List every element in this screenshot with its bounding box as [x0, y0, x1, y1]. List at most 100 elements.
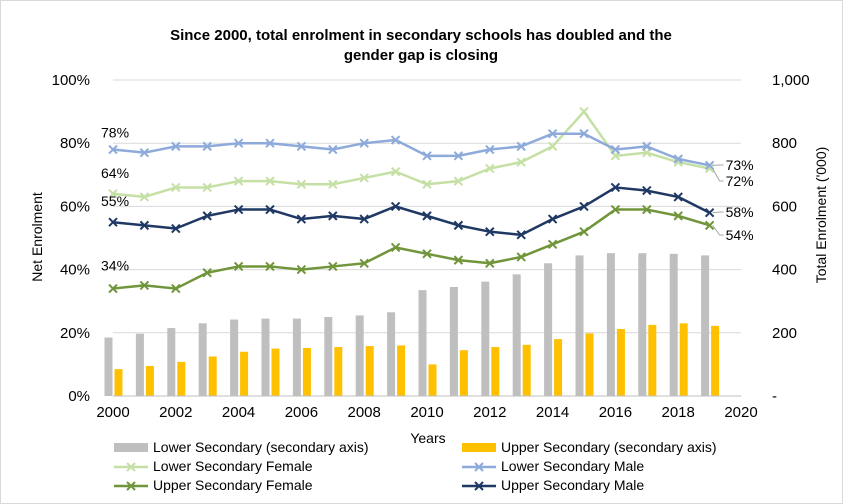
- legend-swatch-marker: [474, 481, 484, 491]
- marker-stroke: [265, 261, 275, 272]
- marker-stroke: [328, 261, 338, 272]
- x-tick-label: 2000: [96, 404, 129, 421]
- legend: Lower Secondary (secondary axis) Upper Se…: [114, 439, 717, 493]
- line-marker: [422, 211, 432, 221]
- bar-lower-secondary: [230, 319, 239, 396]
- marker-stroke: [422, 211, 432, 221]
- line-series-3: [112, 186, 711, 237]
- y-left-tick-label: 100%: [52, 72, 90, 89]
- y-left-tick-label: 60%: [60, 198, 90, 215]
- marker-stroke: [610, 182, 621, 193]
- marker-stroke: [296, 264, 307, 275]
- marker-stroke: [202, 211, 212, 221]
- line-marker: [171, 283, 181, 294]
- line-marker: [673, 211, 683, 221]
- line-marker: [673, 192, 683, 202]
- line-marker: [108, 217, 118, 227]
- marker-stroke: [453, 255, 464, 265]
- line-marker: [390, 166, 401, 177]
- line-marker: [422, 151, 432, 161]
- marker-stroke: [704, 208, 715, 218]
- line-series-2: [112, 208, 710, 290]
- line-marker: [359, 173, 369, 183]
- annotation-layer: 78% 64% 55% 34% 73%72% 58% 54%: [101, 125, 754, 274]
- line-marker: [233, 204, 244, 215]
- end-label-leader: [712, 225, 724, 236]
- marker-stroke: [359, 173, 369, 183]
- y-left-tick-label: 0%: [68, 388, 90, 405]
- marker-stroke: [171, 141, 181, 152]
- line-marker: [202, 141, 212, 152]
- bar-upper-secondary: [679, 323, 688, 396]
- bar-lower-secondary: [387, 312, 396, 396]
- line-marker: [139, 192, 150, 202]
- legend-item: Upper Secondary Female: [114, 477, 313, 493]
- x-tick-label: 2016: [599, 404, 632, 421]
- line-marker: [390, 201, 401, 212]
- line-marker: [704, 160, 715, 171]
- line-marker: [296, 214, 307, 224]
- marker-stroke: [233, 261, 244, 272]
- bar-lower-secondary: [324, 317, 333, 396]
- marker-stroke: [108, 217, 118, 227]
- x-tick-label: 2006: [285, 404, 318, 421]
- legend-swatch-bar: [462, 443, 496, 452]
- marker-stroke: [516, 230, 526, 240]
- bar-upper-secondary: [208, 356, 217, 396]
- line-marker: [265, 138, 275, 148]
- bar-upper-secondary: [334, 347, 343, 396]
- y-right-tick-label: -: [772, 388, 777, 405]
- line-marker: [171, 223, 181, 234]
- bar-lower-secondary: [449, 286, 458, 396]
- line-marker: [265, 176, 275, 186]
- marker-stroke: [108, 144, 118, 155]
- bar-lower-secondary: [167, 328, 176, 396]
- line-marker: [108, 189, 118, 199]
- start-label: 64%: [101, 165, 129, 181]
- line-marker: [233, 176, 244, 186]
- legend-item: Lower Secondary Male: [462, 458, 644, 474]
- bar-lower-secondary: [292, 318, 301, 396]
- marker-stroke: [704, 220, 715, 231]
- x-axis-title: Years: [410, 430, 445, 446]
- x-tick-label: 2014: [536, 404, 569, 421]
- end-label: 72%: [726, 173, 754, 189]
- line-marker: [579, 226, 589, 237]
- bar-upper-secondary: [554, 339, 563, 396]
- bar-lower-secondary: [606, 253, 615, 396]
- marker-stroke: [453, 176, 464, 186]
- bar-upper-secondary: [271, 348, 280, 396]
- bar-upper-secondary: [397, 345, 406, 396]
- line-marker: [453, 151, 464, 161]
- line-marker: [547, 214, 558, 224]
- line-marker: [485, 163, 495, 174]
- marker-stroke: [547, 141, 558, 152]
- marker-stroke: [516, 252, 526, 262]
- end-label-leader: [712, 211, 724, 214]
- line-marker: [704, 220, 715, 231]
- marker-stroke: [328, 144, 338, 155]
- x-tick-label: 2002: [159, 404, 192, 421]
- line-marker: [610, 144, 621, 155]
- x-tick-label: 2018: [662, 404, 695, 421]
- marker-stroke: [547, 214, 558, 224]
- tick-layer: 2000 2002 2004 2006 2008 2010 2012 2014 2016 2018…: [52, 72, 810, 421]
- line-marker: [139, 220, 150, 231]
- legend-swatch-marker: [474, 462, 484, 472]
- marker-stroke: [673, 192, 683, 202]
- marker-stroke: [485, 226, 495, 237]
- line-marker: [328, 211, 338, 221]
- marker-stroke: [642, 185, 652, 196]
- bar-lower-secondary: [481, 281, 490, 396]
- end-label-leader: [712, 168, 724, 182]
- line-marker: [328, 179, 338, 189]
- line-marker: [485, 144, 495, 155]
- line-marker: [453, 255, 464, 265]
- marker-stroke: [453, 220, 464, 231]
- marker-stroke: [296, 141, 307, 152]
- bar-upper-secondary: [240, 351, 249, 396]
- x-tick-label: 2010: [410, 404, 443, 421]
- marker-stroke: [296, 214, 307, 224]
- bar-upper-secondary: [428, 364, 437, 396]
